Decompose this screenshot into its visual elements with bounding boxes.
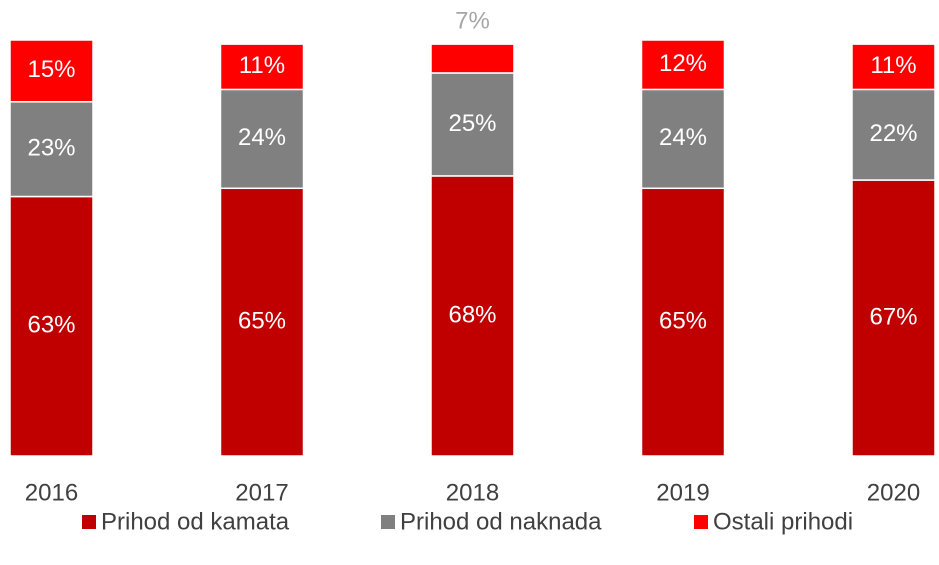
data-label: 22% <box>869 120 917 147</box>
data-label: 15% <box>27 56 75 83</box>
legend-swatch <box>82 515 96 529</box>
data-label: 24% <box>238 124 286 151</box>
data-label: 11% <box>239 52 285 79</box>
bar-segment <box>430 175 515 457</box>
data-label: 11% <box>870 52 916 79</box>
bar-segment <box>219 187 305 457</box>
x-tick-label: 2017 <box>235 479 288 506</box>
data-label: 25% <box>448 110 496 137</box>
x-tick-label: 2016 <box>25 479 78 506</box>
data-label: 12% <box>659 50 707 77</box>
bar-segment <box>219 88 305 190</box>
data-label: 23% <box>27 134 75 161</box>
bar-segment <box>851 43 936 91</box>
data-label: 65% <box>238 307 286 334</box>
data-label: 65% <box>659 307 707 334</box>
x-tick-label: 2019 <box>656 479 709 506</box>
legend-label: Prihod od kamata <box>101 508 290 535</box>
bar-segment <box>9 195 94 457</box>
bar-segment <box>9 101 94 198</box>
bar-segment <box>640 39 726 91</box>
legend-swatch <box>694 515 708 529</box>
data-label: 7% <box>455 7 490 34</box>
data-label: 68% <box>448 301 496 328</box>
legend-swatch <box>381 515 395 529</box>
x-tick-label: 2018 <box>446 479 499 506</box>
bar-segment <box>640 88 726 190</box>
bar-segment <box>640 187 726 457</box>
data-label: 63% <box>27 312 75 339</box>
bar-segment <box>219 43 305 91</box>
legend-label: Prihod od naknada <box>400 508 602 535</box>
data-label: 24% <box>659 124 707 151</box>
bar-segment <box>430 72 515 177</box>
bar-segment <box>9 39 94 103</box>
x-tick-label: 2020 <box>867 479 920 506</box>
bar-segment <box>430 43 515 74</box>
bar-segment <box>851 179 936 457</box>
legend-label: Ostali prihodi <box>713 508 853 535</box>
data-label: 67% <box>869 303 917 330</box>
bar-segment <box>851 88 936 181</box>
